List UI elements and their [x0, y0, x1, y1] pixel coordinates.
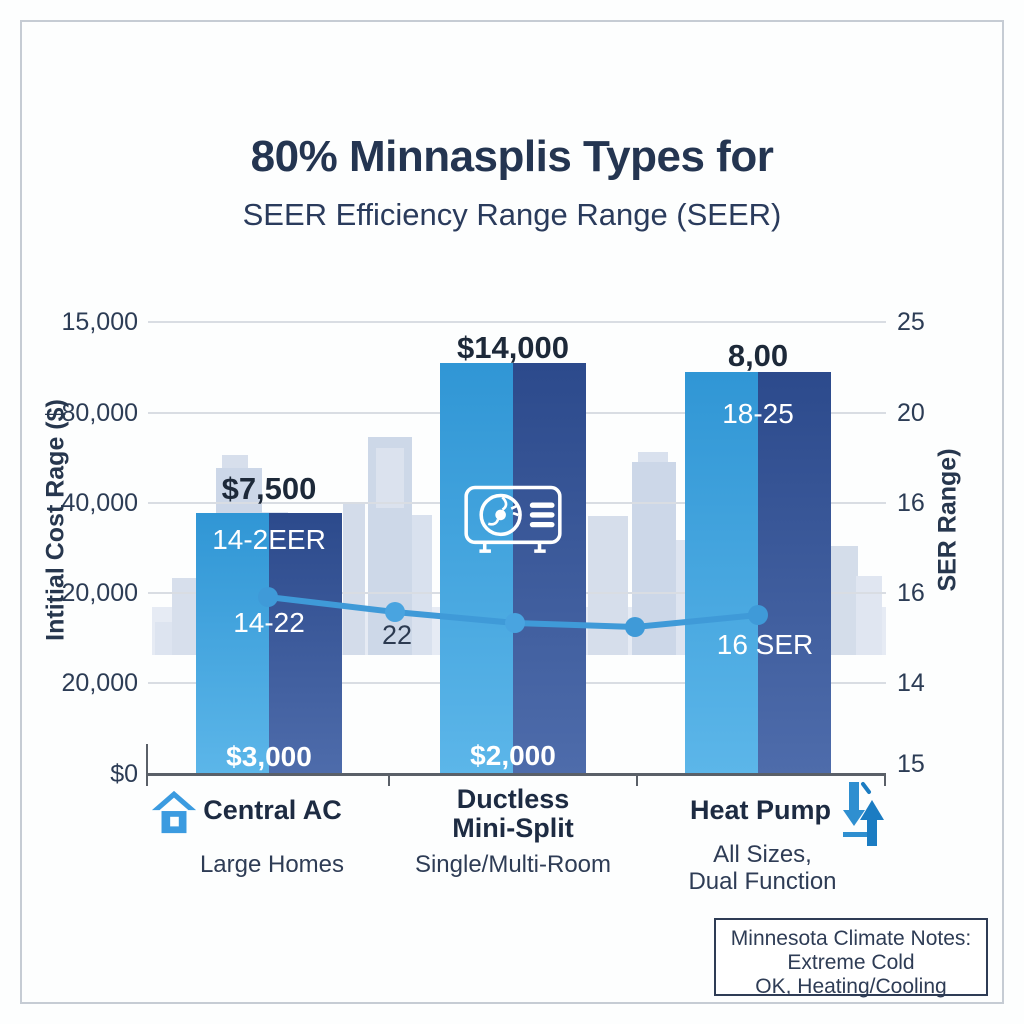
bar2-outside-label: 22 — [381, 620, 413, 650]
category-label-heat-pump: Heat Pump — [689, 795, 832, 825]
category-sub-central-ac: Large Homes — [199, 851, 345, 878]
skyline-building — [830, 546, 858, 655]
y-right-tick: 15 — [897, 750, 925, 778]
skyline-building — [856, 576, 882, 655]
y-left-tick: 40,000 — [61, 489, 138, 517]
y-left-axis-title: Intitial Cost Rage ($) — [41, 399, 70, 641]
category-label-ductless: Ductless Mini-Split — [423, 785, 603, 843]
bar-dark-half — [513, 363, 586, 775]
bar-ductless-mini-split — [440, 363, 586, 775]
climate-note-line3: OK, Heating/Cooling — [755, 975, 947, 998]
climate-note-box: Minnesota Climate Notes: Extreme Cold OK… — [714, 918, 988, 998]
category-label-central-ac: Central AC — [203, 795, 342, 825]
y-left-tick: 20,000 — [61, 579, 138, 607]
x-axis-tick — [884, 776, 886, 786]
y-right-tick: 14 — [897, 669, 925, 697]
bar1-seer-range-top: 14-2EER — [212, 524, 326, 555]
y-left-tick: 20,000 — [61, 669, 138, 697]
y-left-tick: 80,000 — [61, 399, 138, 427]
page-title: 80% Minnasplis Types for — [250, 132, 774, 181]
x-axis-tick — [388, 776, 390, 786]
y-right-axis-title: SER Range) — [933, 448, 962, 592]
y-right-tick: 16 — [897, 489, 925, 517]
climate-note-line1: Minnesota Climate Notes: — [730, 927, 972, 950]
skyline-building — [376, 448, 404, 508]
bar3-seer-range: 18-25 — [722, 398, 794, 429]
category-sub-heat-pump-line1: All Sizes, — [713, 841, 812, 868]
x-axis-tick — [636, 776, 638, 786]
outer-frame — [20, 20, 1004, 1004]
bar1-cost-label: $7,500 — [221, 471, 317, 506]
bar-light-half — [196, 513, 269, 775]
category-sub-ductless: Single/Multi-Room — [414, 851, 612, 878]
page-subtitle: SEER Efficiency Range Range (SEER) — [242, 197, 782, 232]
skyline-building — [222, 455, 248, 470]
bar-light-half — [440, 363, 513, 775]
category-label-ductless-line2: Mini-Split — [452, 813, 574, 843]
gridline — [148, 321, 886, 323]
bar-dark-half — [269, 513, 342, 775]
ac-unit-icon — [460, 484, 566, 560]
category-sub-heat-pump: All Sizes, Dual Function — [665, 841, 860, 895]
house-icon — [150, 788, 198, 836]
bar-heat-pump — [685, 372, 831, 775]
bar3-cost-label: 8,00 — [727, 338, 789, 373]
skyline-building — [588, 516, 628, 655]
y-right-tick: 20 — [897, 399, 925, 427]
y-right-tick: 25 — [897, 308, 925, 336]
bar2-bottom-cost-label: $2,000 — [470, 740, 556, 771]
climate-note-line2: Extreme Cold — [787, 951, 915, 974]
bar-dark-half — [758, 372, 831, 775]
x-axis-tick — [146, 776, 148, 786]
y-axis-stub — [146, 744, 148, 775]
bar1-seer-range-mid: 14-22 — [233, 607, 305, 638]
bar-central-ac — [196, 513, 342, 775]
skyline-building — [632, 462, 676, 655]
x-axis-line — [146, 773, 886, 776]
up-down-arrows-icon — [841, 780, 891, 848]
skyline-building — [155, 622, 177, 655]
y-left-tick: 15,000 — [61, 308, 138, 336]
y-left-tick: $0 — [110, 760, 138, 788]
bar3-seer-label: 16 SER — [716, 629, 814, 660]
bar-light-half — [685, 372, 758, 775]
y-right-tick: 16 — [897, 579, 925, 607]
bar1-bottom-cost-label: $3,000 — [226, 741, 312, 772]
category-sub-heat-pump-line2: Dual Function — [688, 868, 837, 895]
bar2-cost-label: $14,000 — [456, 330, 570, 365]
category-label-ductless-line1: Ductless — [456, 784, 570, 814]
